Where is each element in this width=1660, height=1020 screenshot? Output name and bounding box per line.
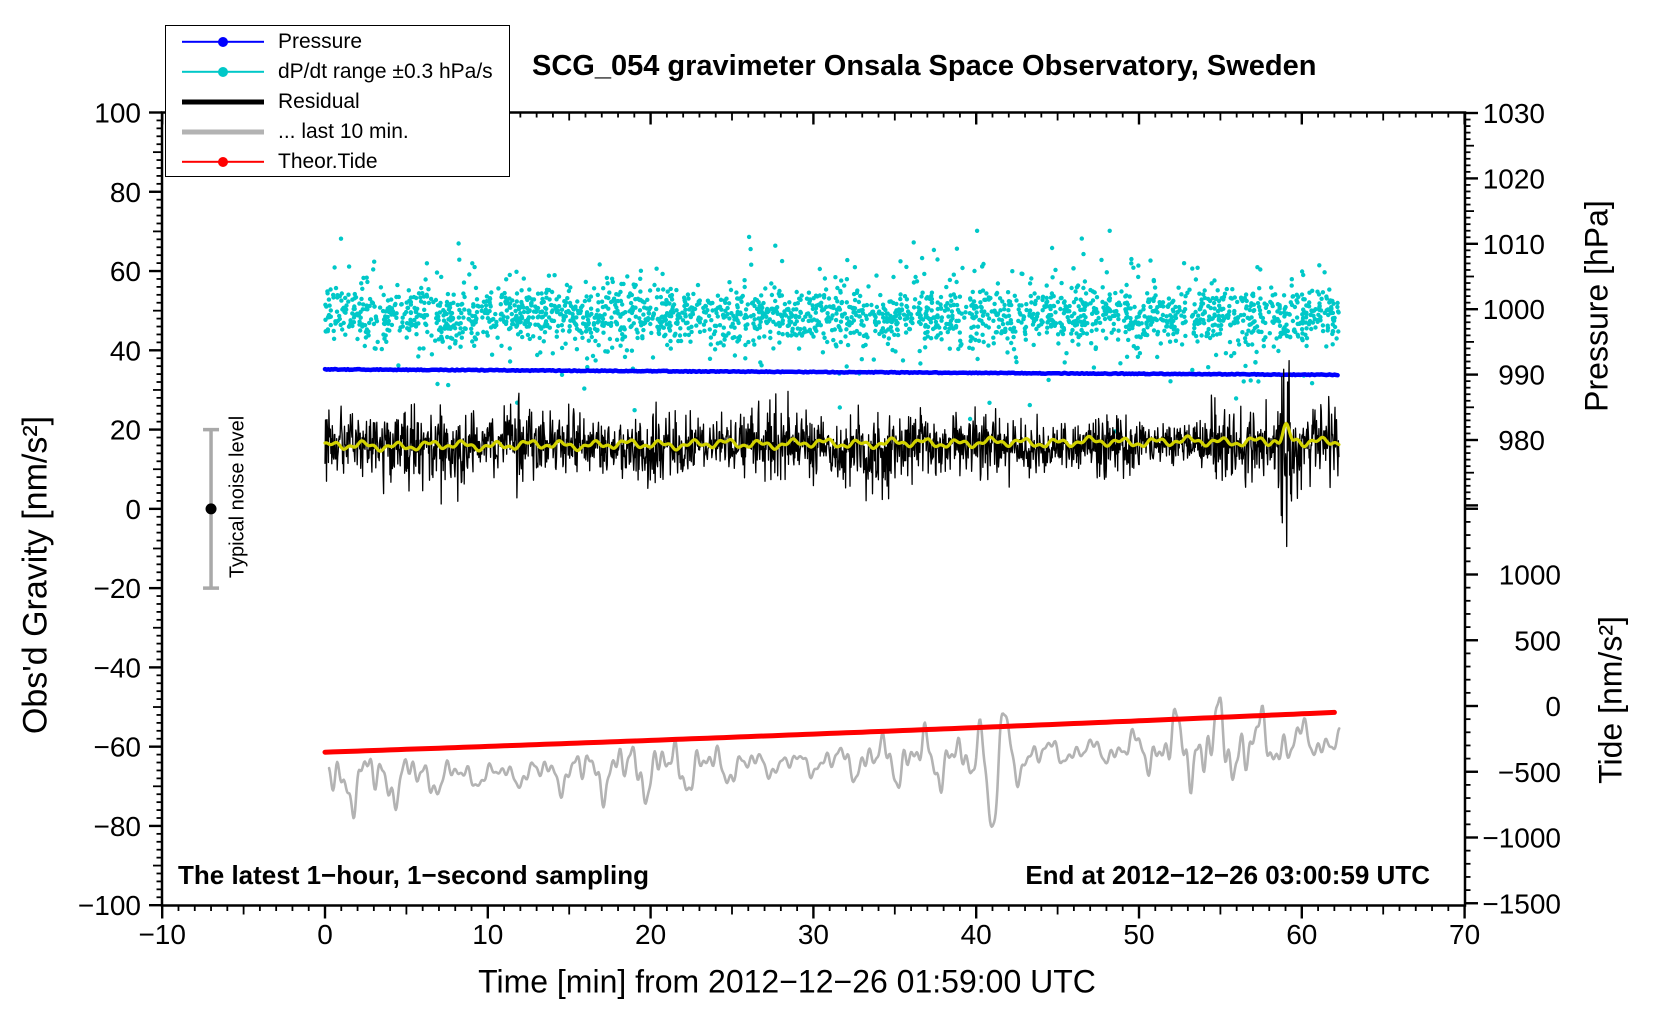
legend-label-residual: Residual xyxy=(278,90,360,113)
gravity-tick-label: 80 xyxy=(110,177,141,208)
legend-label-dpdt: dP/dt range ±0.3 hPa/s xyxy=(278,60,493,83)
annotation-sampling: The latest 1−hour, 1−second sampling xyxy=(178,860,650,890)
legend-sample-dpdt xyxy=(182,57,264,87)
x-tick-label: 20 xyxy=(635,919,666,950)
plot-title: SCG_054 gravimeter Onsala Space Observat… xyxy=(532,50,1317,82)
x-tick-label: 10 xyxy=(472,919,503,950)
series-last10-line xyxy=(327,696,1341,828)
noise-level-errorbar xyxy=(203,427,220,590)
axis-title-tide: Tide [nm/s²] xyxy=(1592,616,1629,784)
gravity-tick-label: −20 xyxy=(94,573,142,604)
x-tick-label: 30 xyxy=(798,919,829,950)
pressure-tick-label: 1030 xyxy=(1483,98,1545,129)
legend-sample-last10 xyxy=(182,117,264,147)
legend-sample-residual xyxy=(182,87,264,117)
legend-item-tide: Theor.Tide xyxy=(166,147,509,177)
data-series xyxy=(203,228,1341,828)
tide-tick-label: −500 xyxy=(1498,757,1561,788)
series-dpdt-scatter xyxy=(323,228,1341,434)
x-tick-label: 0 xyxy=(317,919,333,950)
plot-frame xyxy=(160,111,1467,907)
gravity-tick-label: 0 xyxy=(125,494,141,525)
gravity-tick-label: 60 xyxy=(110,256,141,287)
legend-item-residual: Residual xyxy=(166,87,509,117)
legend-label-last10: ... last 10 min. xyxy=(278,120,409,143)
tick-labels: −10 0 10 20 30 40 50 60 70100806040200−20−40−60−… xyxy=(78,98,1561,951)
legend-sample-pressure xyxy=(182,27,264,57)
legend-label-pressure: Pressure xyxy=(278,30,363,53)
axis-title-time: Time [min] from 2012−12−26 01:59:00 UTC xyxy=(478,963,1096,1000)
axis-title-pressure: Pressure [hPa] xyxy=(1578,200,1615,412)
pressure-tick-label: 980 xyxy=(1498,425,1545,456)
gravity-tick-label: 40 xyxy=(110,335,141,366)
x-tick-label: 70 xyxy=(1449,919,1480,950)
series-tide-line xyxy=(322,709,1337,755)
x-tick-label: 40 xyxy=(961,919,992,950)
tide-tick-label: −1500 xyxy=(1482,888,1561,919)
x-tick-label: 50 xyxy=(1123,919,1154,950)
series-pressure-line xyxy=(322,366,1340,378)
tide-tick-label: 1000 xyxy=(1499,560,1561,591)
axis-title-gravity: Obs'd Gravity [nm/s²] xyxy=(16,415,55,735)
axis-ticks xyxy=(149,111,1478,919)
legend: Pressure dP/dt range ±0.3 hPa/s Residual..… xyxy=(165,25,510,177)
tide-tick-label: 500 xyxy=(1514,625,1561,656)
x-tick-label: −10 xyxy=(138,919,186,950)
pressure-tick-label: 990 xyxy=(1498,360,1545,391)
gravity-tick-label: −60 xyxy=(94,732,142,763)
legend-item-pressure: Pressure xyxy=(166,27,509,57)
gravity-tick-label: −40 xyxy=(94,652,142,683)
pressure-tick-label: 1020 xyxy=(1483,163,1545,194)
tide-tick-label: −1000 xyxy=(1482,823,1561,854)
legend-item-last10: ... last 10 min. xyxy=(166,117,509,147)
annotation-end-time: End at 2012−12−26 03:00:59 UTC xyxy=(1025,860,1430,890)
x-tick-label: 60 xyxy=(1286,919,1317,950)
gravity-tick-label: −80 xyxy=(94,811,142,842)
legend-label-tide: Theor.Tide xyxy=(278,150,378,173)
tide-tick-label: 0 xyxy=(1545,691,1561,722)
legend-item-dpdt: dP/dt range ±0.3 hPa/s xyxy=(166,57,509,87)
gravity-tick-label: 20 xyxy=(110,415,141,446)
legend-marker-tide xyxy=(218,157,228,167)
pressure-tick-label: 1000 xyxy=(1483,294,1545,325)
legend-marker-dpdt xyxy=(218,67,228,77)
series-residual-smooth-line xyxy=(323,421,1341,453)
noise-level-label: Typical noise level xyxy=(226,415,249,579)
legend-sample-tide xyxy=(182,147,264,177)
legend-marker-pressure xyxy=(218,37,228,47)
pressure-tick-label: 1010 xyxy=(1483,229,1545,260)
series-residual-line xyxy=(324,359,1340,548)
gravity-tick-label: 100 xyxy=(94,98,141,129)
gravity-tick-label: −100 xyxy=(78,890,141,921)
